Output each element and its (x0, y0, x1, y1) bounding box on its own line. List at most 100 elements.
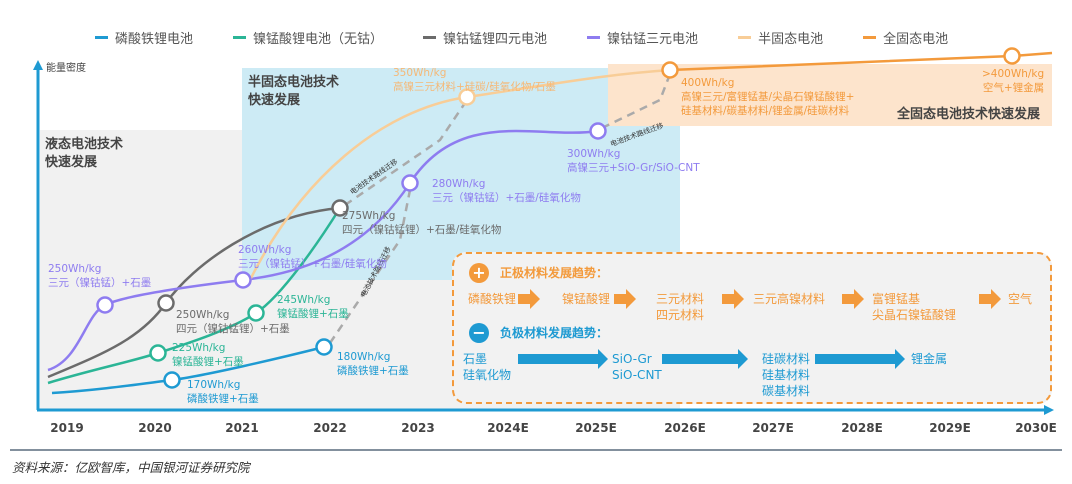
legend-swatch (233, 36, 247, 39)
milestone-node (458, 88, 476, 106)
legend-item: 镍钴锰三元电池 (587, 28, 698, 47)
milestone-label: 275Wh/kg 四元（镍钴锰锂）+石墨/硅氧化物 (342, 209, 501, 237)
material-trends-box (452, 252, 1052, 404)
all-solid-region (608, 64, 1052, 126)
milestone-label: 350Wh/kg 高镍三元材料+硅碳/硅氧化物/石墨 (393, 66, 556, 94)
legend-item: 磷酸铁锂电池 (95, 28, 193, 47)
milestone-value: >400Wh/kg (982, 68, 1045, 80)
legend-label: 镍钴锰锂四元电池 (443, 32, 548, 47)
legend-label: 镍锰酸锂电池（无钴） (253, 32, 384, 47)
milestone-label: 225Wh/kg 镍锰酸锂+石墨 (172, 341, 244, 369)
long-arrow-right-icon (518, 349, 608, 369)
milestone-node (331, 199, 349, 217)
milestone-value: 250Wh/kg (48, 263, 102, 275)
milestone-node (661, 61, 679, 79)
cathode-item: 镍锰酸锂 (562, 292, 611, 306)
milestone-label: 180Wh/kg 磷酸铁锂+石墨 (337, 350, 409, 378)
x-tick-label: 2019 (50, 421, 84, 435)
semi-solid-region-title: 半固态电池技术 快速发展 (248, 75, 340, 108)
milestone-label: 280Wh/kg 三元（镍钴锰）+石墨/硅氧化物 (432, 177, 581, 205)
x-axis-arrow-icon (1044, 405, 1054, 415)
legend-swatch (863, 36, 877, 39)
x-tick-label: 2030E (1015, 421, 1057, 435)
cathode-item: 空气 (1008, 292, 1033, 306)
milestone-desc: 高镍三元+SiO-Gr/SiO-CNT (567, 162, 700, 174)
long-arrow-right-icon (815, 349, 905, 369)
milestone-desc: 高镍三元材料+硅碳/硅氧化物/石墨 (393, 81, 556, 93)
legend-swatch (423, 36, 437, 39)
x-tick-label: 2021 (225, 421, 259, 435)
milestone-desc: 三元（镍钴锰）+石墨 (48, 277, 152, 289)
milestone-node (157, 294, 175, 312)
arrow-right-icon (979, 289, 1001, 309)
arrow-right-icon (518, 289, 540, 309)
milestone-value: 245Wh/kg (277, 294, 331, 306)
milestone-value: 170Wh/kg (187, 379, 241, 391)
milestone-node (96, 296, 114, 314)
milestone-value: 180Wh/kg (337, 351, 391, 363)
long-arrow-right-icon (662, 349, 748, 369)
migration-line (344, 99, 469, 207)
lnmo-curve (47, 207, 342, 385)
milestone-label: 250Wh/kg 三元（镍钴锰）+石墨 (48, 262, 151, 290)
x-tick-label: 2029E (929, 421, 971, 435)
milestone-label: 300Wh/kg 高镍三元+SiO-Gr/SiO-CNT (567, 147, 700, 175)
milestone-value: 400Wh/kg (681, 77, 735, 89)
milestone-value: 260Wh/kg (238, 244, 292, 256)
migration-line (601, 73, 672, 130)
milestone-node (247, 304, 265, 322)
legend: 磷酸铁锂电池 镍锰酸锂电池（无钴） 镍钴锰锂四元电池 镍钴锰三元电池 半固态电池… (95, 28, 988, 47)
legend-label: 全固态电池 (883, 32, 949, 47)
milestone-desc: 四元（镍钴锰锂）+石墨 (176, 323, 290, 335)
milestone-value: 275Wh/kg (342, 210, 396, 222)
arrow-right-icon (842, 289, 864, 309)
milestone-value: 350Wh/kg (393, 67, 447, 79)
milestone-label: 400Wh/kg 高镍三元/富锂锰基/尖晶石镍锰酸锂+ 硅基材料/碳基材料/锂金属… (681, 76, 854, 118)
x-tick-label: 2025E (575, 421, 617, 435)
milestone-label: 170Wh/kg 磷酸铁锂+石墨 (187, 378, 259, 406)
milestone-node (315, 338, 333, 356)
x-tick-label: 2027E (752, 421, 794, 435)
legend-item: 全固态电池 (863, 28, 948, 47)
milestone-value: 300Wh/kg (567, 148, 621, 160)
arrow-right-icon (614, 289, 636, 309)
milestone-node (1003, 47, 1021, 65)
source-note: 资料来源：亿欧智库，中国银河证券研究院 (12, 460, 250, 475)
legend-item: 镍锰酸锂电池（无钴） (233, 28, 383, 47)
anode-item: 石墨 硅氧化物 (463, 352, 512, 382)
y-axis-arrow-icon (33, 60, 43, 70)
legend-item: 半固态电池 (738, 28, 823, 47)
milestone-node (401, 174, 419, 192)
legend-item: 镍钴锰锂四元电池 (423, 28, 547, 47)
milestone-label: 260Wh/kg 三元（镍钴锰）+石墨/硅氧化物 (238, 243, 387, 271)
milestone-value: 280Wh/kg (432, 178, 486, 190)
milestone-label: 250Wh/kg 四元（镍钴锰锂）+石墨 (176, 308, 290, 336)
milestone-node (589, 122, 607, 140)
milestone-desc: 三元（镍钴锰）+石墨/硅氧化物 (238, 258, 387, 270)
milestone-node (163, 371, 181, 389)
milestone-label: 245Wh/kg 镍锰酸锂+石墨 (277, 293, 349, 321)
liquid-region-title: 液态电池技术 快速发展 (45, 137, 124, 170)
x-tick-label: 2028E (841, 421, 883, 435)
legend-label: 磷酸铁锂电池 (115, 32, 194, 47)
milestone-desc: 空气+锂金属 (982, 82, 1045, 94)
cathode-item: 三元高镍材料 (753, 292, 826, 306)
cathode-item: 磷酸铁锂 (468, 292, 517, 306)
anode-item: SiO-Gr SiO-CNT (612, 352, 662, 382)
legend-swatch (738, 36, 752, 39)
x-tick-label: 2024E (487, 421, 529, 435)
anode-item: 锂金属 (911, 352, 948, 366)
cathode-item: 富锂锰基 尖晶石镍锰酸锂 (872, 292, 957, 322)
milestone-desc: 磷酸铁锂+石墨 (337, 365, 409, 377)
legend-label: 镍钴锰三元电池 (607, 32, 699, 47)
y-axis-label: 能量密度 (46, 63, 86, 74)
milestone-desc: 磷酸铁锂+石墨 (187, 393, 259, 405)
plus-icon: + (469, 263, 489, 283)
milestone-desc: 高镍三元/富锂锰基/尖晶石镍锰酸锂+ 硅基材料/碳基材料/锂金属/硅碳材料 (681, 91, 855, 117)
milestone-node (149, 344, 167, 362)
milestone-desc: 三元（镍钴锰）+石墨/硅氧化物 (432, 192, 581, 204)
milestone-desc: 镍锰酸锂+石墨 (172, 356, 244, 368)
arrow-right-icon (722, 289, 744, 309)
